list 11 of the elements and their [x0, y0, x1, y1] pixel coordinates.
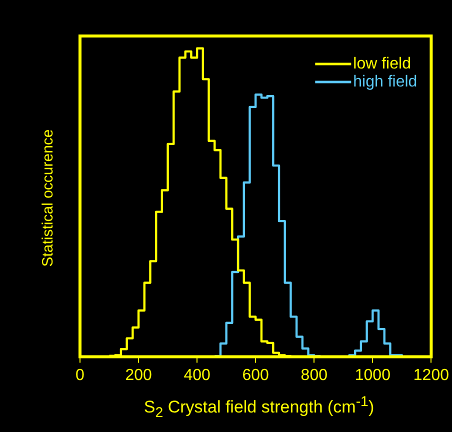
- legend-label: high field: [353, 73, 418, 90]
- legend-label: low field: [353, 55, 411, 72]
- x-tick-label: 0: [76, 366, 85, 384]
- x-tick-label: 600: [242, 366, 270, 384]
- x-axis-title: S$_{2}$ Crystal field strength (cm$^{-1}$): [142, 394, 376, 422]
- x-tick-label: 400: [184, 366, 211, 384]
- y-axis-title: Statistical occurence: [40, 129, 56, 267]
- x-tick-label: 1200: [413, 366, 450, 384]
- x-tick-label: 200: [125, 366, 152, 384]
- x-tick-label: 800: [300, 366, 328, 384]
- x-tick-label: 1000: [354, 366, 391, 384]
